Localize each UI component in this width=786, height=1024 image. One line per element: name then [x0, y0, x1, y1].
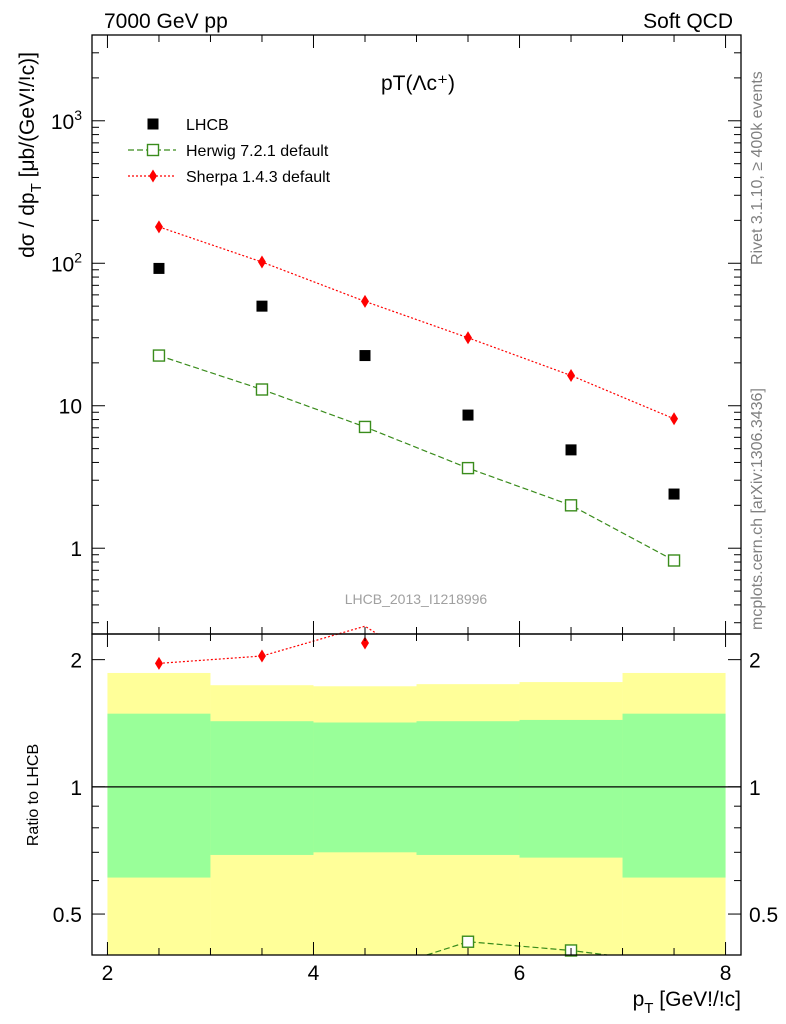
data-point — [565, 444, 577, 456]
data-point — [462, 409, 474, 421]
legend-entry: Herwig 7.2.1 default — [186, 143, 329, 160]
inner-band-bin — [416, 721, 520, 855]
ratio-point — [154, 656, 163, 670]
inner-band-bin — [107, 713, 211, 878]
main-title: pT(Λc⁺) — [381, 72, 455, 95]
data-point — [154, 220, 163, 234]
ratio-bands — [107, 672, 726, 955]
header-energy-label: 7000 GeV pp — [104, 10, 228, 33]
ratio-point — [257, 649, 266, 663]
data-point — [564, 499, 578, 512]
main-panel: pT(Λc⁺) LHCB_2013_I1218996 LHCB Herwig 7.… — [16, 34, 742, 635]
data-point — [464, 331, 473, 345]
y-tick-label: 10 — [59, 396, 82, 419]
legend-marker — [149, 169, 157, 183]
legend-entry: LHCB — [186, 117, 229, 134]
ratio-y-tick-label-right: 1 — [749, 777, 761, 800]
side-label-rivet: Rivet 3.1.10, ≥ 400k events — [749, 71, 766, 265]
analysis-watermark: LHCB_2013_I1218996 — [345, 591, 488, 607]
data-point — [152, 349, 166, 362]
legend-entry: Sherpa 1.4.3 default — [186, 169, 331, 186]
ratio-point — [360, 636, 369, 650]
x-tick-label: 2 — [102, 962, 114, 985]
main-marks — [152, 220, 681, 567]
y-tick-label: 1 — [70, 538, 82, 561]
ratio-axis-ticks: 0.5 0.5 1 1 2 2 2 4 6 8 — [53, 634, 778, 985]
series-line-1 — [158, 354, 675, 562]
ratio-y-axis-label: Ratio to LHCB — [25, 744, 42, 846]
inner-band-bin — [210, 721, 314, 855]
ratio-frame — [91, 633, 742, 956]
x-axis-label: pT [GeV!/!c] — [633, 988, 741, 1017]
data-point — [667, 554, 681, 567]
data-point — [256, 300, 268, 312]
data-point — [153, 262, 165, 274]
data-point — [257, 255, 266, 269]
side-label-mcplots: mcplots.cern.ch [arXiv:1306.3436] — [749, 388, 766, 630]
ratio-line-0 — [158, 625, 378, 664]
ratio-y-tick-label-right: 2 — [749, 650, 761, 673]
x-tick-label: 6 — [514, 962, 526, 985]
data-point — [461, 461, 475, 475]
data-point — [670, 412, 679, 426]
legend-marker — [147, 118, 159, 130]
main-y-axis-label: dσ / dpT [μb/(GeV!/!c)] — [16, 52, 45, 258]
data-point — [358, 420, 372, 434]
ratio-y-tick-label-left: 2 — [70, 650, 82, 673]
data-point — [567, 369, 576, 383]
ratio-y-tick-label-right: 0.5 — [749, 904, 778, 927]
ratio-y-tick-label-left: 1 — [70, 777, 82, 800]
data-point — [668, 488, 680, 500]
legend-marker — [146, 143, 160, 157]
inner-band-bin — [519, 719, 623, 858]
main-axis-ticks: 1 10 102 103 — [51, 34, 741, 634]
data-point — [359, 350, 371, 362]
y-tick-label: 103 — [51, 107, 82, 134]
series-line-2 — [158, 226, 675, 420]
ratio-y-tick-label-left: 0.5 — [53, 904, 82, 927]
x-tick-label: 4 — [308, 962, 320, 985]
data-point — [255, 383, 269, 396]
inner-band-bin — [622, 713, 726, 878]
legend: LHCB Herwig 7.2.1 default Sherpa 1.4.3 def… — [128, 117, 331, 186]
x-tick-label: 8 — [720, 962, 732, 985]
data-point — [360, 294, 369, 308]
y-tick-label: 102 — [51, 249, 82, 276]
ratio-panel: 0.5 0.5 1 1 2 2 2 4 6 8 Ratio to LHCB pT [GeV!/!c… — [25, 625, 778, 1017]
ratio-point — [461, 935, 475, 948]
header-category-label: Soft QCD — [643, 10, 733, 33]
